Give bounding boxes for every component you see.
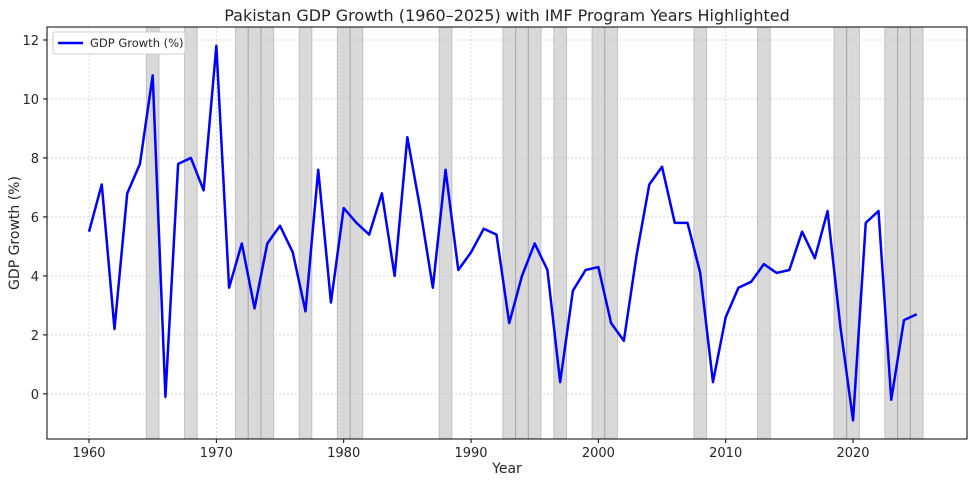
legend: GDP Growth (%) xyxy=(53,32,185,54)
imf-program-band xyxy=(516,27,529,439)
y-tick-label: 8 xyxy=(31,152,39,167)
imf-program-band xyxy=(439,27,452,439)
y-tick-label: 2 xyxy=(31,329,39,344)
imf-program-band xyxy=(503,27,516,439)
imf-program-band xyxy=(694,27,707,439)
y-tick-label: 4 xyxy=(31,270,39,285)
imf-program-band xyxy=(910,27,923,439)
x-tick-label: 1990 xyxy=(454,446,487,461)
imf-program-band xyxy=(261,27,274,439)
imf-program-band xyxy=(248,27,261,439)
imf-program-band xyxy=(299,27,312,439)
x-tick-label: 2000 xyxy=(582,446,615,461)
imf-program-band xyxy=(235,27,248,439)
y-tick-label: 12 xyxy=(22,34,39,49)
y-tick-label: 10 xyxy=(22,93,39,108)
x-tick-label: 1960 xyxy=(72,446,105,461)
imf-program-band xyxy=(185,27,198,439)
imf-program-band xyxy=(350,27,363,439)
imf-program-band xyxy=(605,27,618,439)
x-tick-label: 2010 xyxy=(709,446,742,461)
x-tick-label: 2020 xyxy=(836,446,869,461)
x-axis-label: Year xyxy=(491,461,522,477)
imf-program-band xyxy=(528,27,541,439)
x-tick-label: 1970 xyxy=(200,446,233,461)
imf-program-band xyxy=(834,27,847,439)
y-tick-label: 0 xyxy=(31,388,39,403)
y-tick-label: 6 xyxy=(31,211,39,226)
y-axis-label: GDP Growth (%) xyxy=(7,176,23,290)
legend-label: GDP Growth (%) xyxy=(90,36,184,50)
imf-program-band xyxy=(758,27,771,439)
chart-title: Pakistan GDP Growth (1960–2025) with IMF… xyxy=(224,6,790,25)
imf-program-band xyxy=(898,27,911,439)
x-tick-label: 1980 xyxy=(327,446,360,461)
